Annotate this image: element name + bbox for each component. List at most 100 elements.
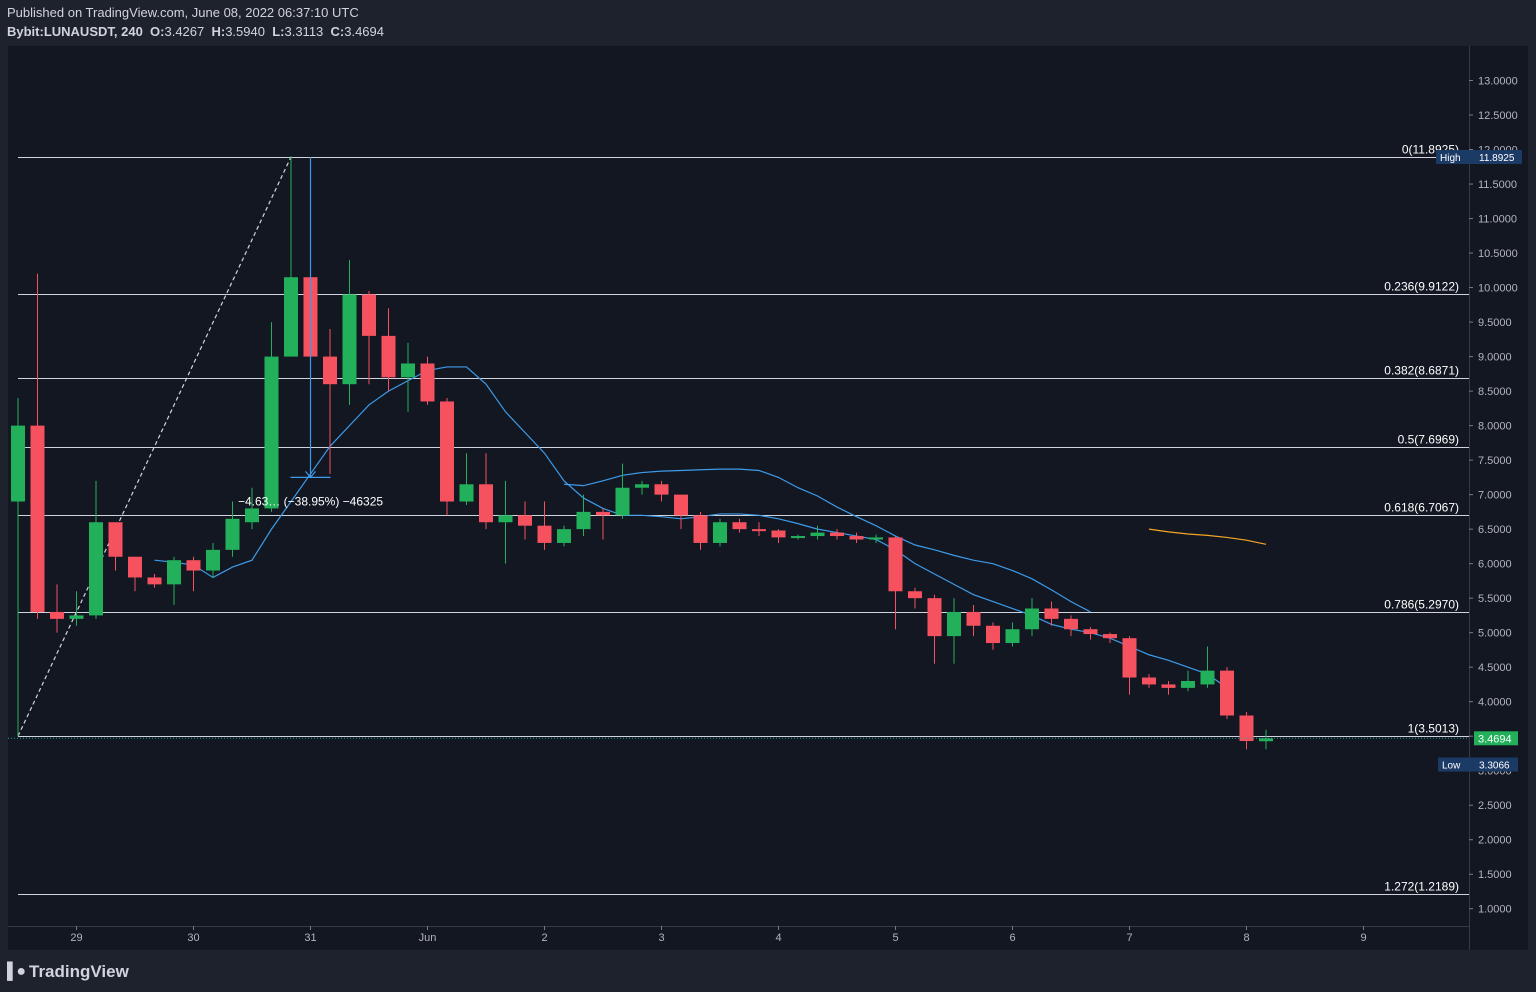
candle-body	[1083, 629, 1098, 635]
tradingview-logo-icon: ▌●	[7, 963, 26, 980]
y-tick-label: 11.5000	[1478, 179, 1517, 191]
y-tick-label: 10.5000	[1478, 248, 1518, 260]
tradingview-logo[interactable]: ▌● TradingView	[7, 962, 129, 982]
candle-body	[576, 511, 591, 530]
y-tick-label: 2.5000	[1478, 800, 1512, 812]
fib-level-label: 0.236(9.9122)	[1384, 280, 1459, 294]
candle-body	[693, 515, 708, 543]
high-value: 3.5940	[225, 24, 265, 39]
x-tick-label: 31	[304, 932, 316, 944]
candle-body	[206, 549, 220, 571]
candle-body	[615, 487, 630, 516]
candle-body	[11, 425, 25, 502]
candle-body	[264, 356, 279, 509]
candle-body	[30, 425, 45, 612]
y-tick-label: 6.5000	[1478, 524, 1512, 536]
last-price-badge	[1474, 731, 1518, 746]
fib-level-label: 0.382(8.6871)	[1384, 364, 1459, 378]
y-tick-label: 12.5000	[1478, 110, 1518, 122]
candle-body	[849, 536, 864, 540]
y-tick-label: 11.0000	[1478, 214, 1517, 226]
candle-body	[342, 294, 357, 385]
y-tick-label: 10.0000	[1478, 283, 1518, 295]
candle-body	[381, 335, 396, 378]
low-badge-bg	[1438, 757, 1518, 772]
symbol-interval[interactable]: Bybit:LUNAUSDT, 240	[7, 24, 143, 39]
low-label: L:	[272, 24, 285, 39]
candle-body	[947, 611, 961, 637]
candle-body	[1259, 738, 1273, 742]
candle-body	[108, 522, 123, 557]
y-tick-label: 5.5000	[1478, 593, 1512, 605]
open-value: 3.4267	[164, 24, 205, 39]
fib-level-label: 0.5(7.6969)	[1398, 433, 1459, 447]
candle-body	[323, 356, 337, 385]
y-tick-label: 13.0000	[1478, 76, 1518, 88]
fib-level-label: 0.786(5.2970)	[1384, 598, 1459, 612]
candle-body	[284, 277, 298, 357]
candle-body	[1025, 608, 1039, 630]
candle-body	[771, 530, 786, 538]
candle-body	[50, 611, 64, 619]
high-badge-bg	[1436, 149, 1522, 164]
candle-body	[89, 522, 103, 616]
candle-body	[225, 518, 240, 550]
plot-area	[8, 46, 1469, 926]
low-value: 3.3113	[284, 24, 324, 39]
x-tick-label: 6	[1009, 932, 1015, 944]
candle-body	[869, 537, 883, 540]
y-tick-label: 8.0000	[1478, 421, 1512, 433]
candle-body	[966, 611, 981, 626]
low-badge-label: Low	[1442, 761, 1461, 772]
candle-body	[635, 484, 649, 488]
candle-body	[810, 532, 825, 537]
candle-body	[986, 625, 1000, 644]
candle-body	[518, 515, 532, 526]
x-tick-label: 9	[1360, 932, 1366, 944]
fib-level-label: 1(3.5013)	[1408, 722, 1459, 736]
y-tick-label: 7.5000	[1478, 455, 1512, 467]
y-tick-label: 9.5000	[1478, 317, 1512, 329]
candle-body	[1239, 715, 1254, 742]
candle-body	[888, 537, 903, 592]
candle-body	[908, 591, 922, 599]
y-tick-label: 2.0000	[1478, 835, 1512, 847]
x-tick-label: 4	[775, 932, 781, 944]
candle-body	[420, 363, 435, 402]
candle-body	[1122, 638, 1137, 678]
close-value: 3.4694	[344, 24, 384, 39]
candle-body	[713, 522, 727, 543]
low-badge-value: 3.3066	[1479, 761, 1510, 772]
time-axis	[8, 926, 1528, 950]
x-tick-label: 2	[541, 932, 547, 944]
candle-body	[245, 508, 259, 523]
candle-body	[674, 494, 688, 516]
x-tick-label: 30	[187, 932, 199, 944]
tradingview-brand: TradingView	[29, 962, 129, 981]
price-axis	[1469, 46, 1528, 926]
candle-body	[1200, 670, 1215, 685]
candle-body	[596, 511, 610, 516]
y-tick-label: 6.0000	[1478, 559, 1512, 571]
last-price-value: 3.4694	[1478, 733, 1512, 745]
close-label: C:	[330, 24, 345, 39]
y-tick-label: 7.0000	[1478, 490, 1512, 502]
candle-body	[1161, 684, 1176, 688]
x-tick-label: 5	[892, 932, 898, 944]
high-label: H:	[211, 24, 226, 39]
candle-body	[440, 401, 454, 502]
candle-body	[927, 598, 942, 637]
candle-body	[1044, 608, 1059, 619]
candle-body	[1005, 629, 1020, 644]
x-tick-label: 29	[70, 932, 82, 944]
candle-body	[1220, 670, 1234, 716]
moving-average-fast	[154, 366, 1228, 689]
candle-body	[1181, 680, 1195, 688]
y-tick-label: 4.5000	[1478, 662, 1512, 674]
candle-body	[1103, 634, 1117, 639]
candle-body	[479, 484, 493, 523]
candle-body	[167, 560, 181, 585]
candle-body	[459, 484, 474, 502]
candle-body	[654, 484, 669, 495]
